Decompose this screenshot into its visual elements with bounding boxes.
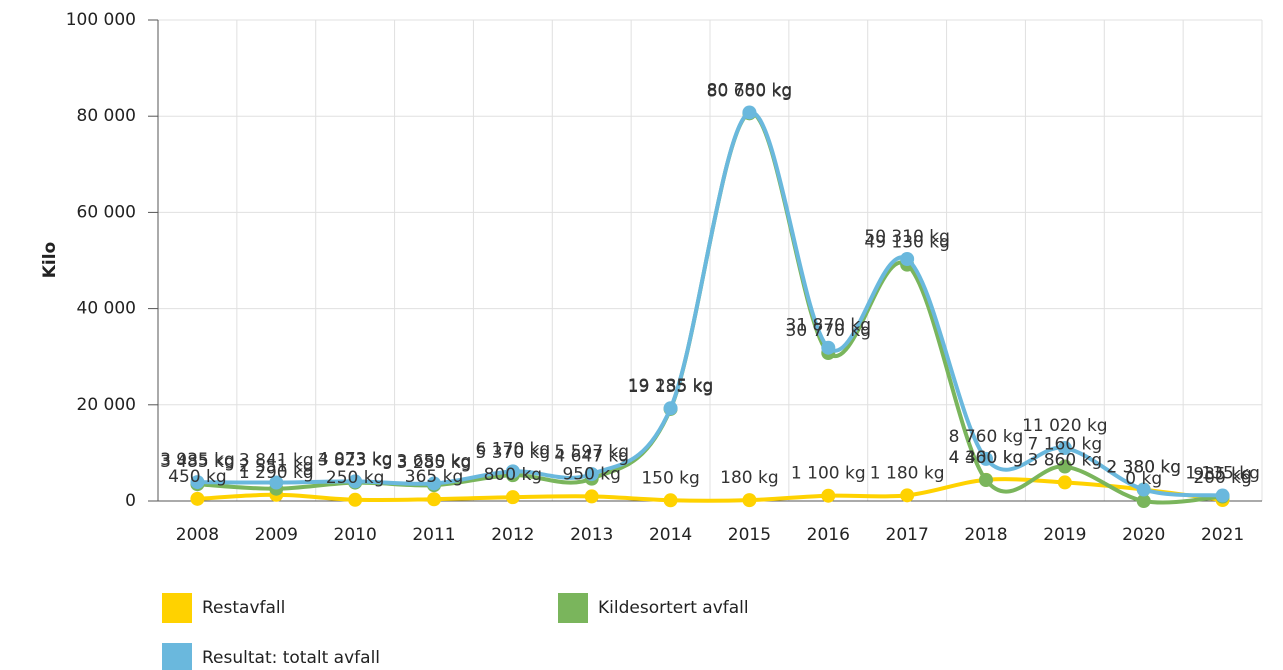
data-label: 1 135 kg: [1185, 464, 1260, 484]
data-label: 49 130 kg: [864, 233, 950, 253]
data-label: 1 290 kg: [239, 463, 314, 483]
data-point: [505, 464, 520, 479]
data-point: [663, 401, 678, 416]
x-tick-label: 2013: [570, 525, 613, 545]
legend-label: Resultat: totalt avfall: [202, 648, 380, 668]
data-point: [190, 491, 205, 506]
data-label: 950 kg: [562, 464, 621, 484]
data-label: 19 135 kg: [628, 377, 714, 397]
data-point: [900, 252, 915, 267]
data-point: [1136, 494, 1151, 508]
data-point: [427, 476, 441, 491]
y-tick-label: 80 000: [77, 106, 136, 126]
data-label: 800 kg: [484, 465, 543, 485]
data-point: [348, 492, 363, 507]
data-label: 4 400 kg: [949, 448, 1024, 468]
data-label: 180 kg: [720, 468, 779, 488]
x-tick-label: 2020: [1122, 525, 1165, 545]
data-point: [1136, 482, 1151, 497]
data-label: 5 370 kg: [475, 443, 550, 463]
data-point: [821, 488, 836, 503]
legend-label: Restavfall: [202, 598, 285, 618]
data-label: 30 770 kg: [786, 321, 872, 341]
x-tick-label: 2019: [1043, 525, 1086, 545]
data-label: 2 380 kg: [1106, 458, 1181, 478]
data-label: 935 kg: [1193, 465, 1252, 485]
data-label: 3 485 kg: [160, 452, 235, 472]
data-point: [427, 492, 441, 507]
data-point: [348, 474, 363, 489]
data-label: 2 551 kg: [239, 457, 314, 477]
y-tick-label: 20 000: [77, 395, 136, 415]
x-tick-label: 2016: [807, 525, 850, 545]
data-label: 200 kg: [1193, 468, 1252, 488]
data-label: 4 360 kg: [949, 448, 1024, 468]
x-tick-label: 2014: [649, 525, 692, 545]
legend-swatch: [162, 593, 192, 623]
x-tick-label: 2009: [255, 525, 298, 545]
data-label: 5 597 kg: [554, 442, 629, 462]
legend-label: Kildesortert avfall: [598, 598, 749, 618]
y-tick-label: 0: [125, 491, 136, 511]
data-label: 2 380 kg: [1106, 458, 1181, 478]
data-label: 1 180 kg: [870, 463, 945, 483]
data-label: 3 823 kg: [318, 451, 393, 471]
data-label: 4 073 kg: [318, 449, 393, 469]
data-point: [742, 105, 757, 120]
data-point: [190, 475, 205, 490]
data-point: [505, 490, 520, 505]
data-label: 150 kg: [641, 468, 700, 488]
x-tick-label: 2015: [728, 525, 771, 545]
data-label: 80 780 kg: [707, 80, 793, 100]
data-label: 1 100 kg: [791, 464, 866, 484]
data-label: 3 285 kg: [397, 453, 472, 473]
data-point: [1057, 440, 1072, 455]
series-line: [197, 477, 1223, 503]
data-label: 3 860 kg: [1027, 450, 1102, 470]
y-tick-label: 60 000: [77, 202, 136, 222]
data-label: 4 647 kg: [554, 447, 629, 467]
data-label: 11 020 kg: [1022, 416, 1108, 436]
data-point: [742, 493, 757, 508]
data-point: [1057, 459, 1072, 474]
x-tick-label: 2010: [334, 525, 377, 545]
data-label: 0 kg: [1125, 469, 1162, 489]
legend-swatch: [558, 593, 588, 623]
y-axis-title: Kilo: [40, 242, 60, 279]
legend-swatch: [162, 643, 192, 670]
data-point: [1057, 475, 1072, 490]
data-label: 7 160 kg: [1027, 435, 1102, 455]
y-tick-label: 100 000: [66, 10, 136, 30]
x-tick-label: 2018: [964, 525, 1007, 545]
data-label: 3 650 kg: [397, 451, 472, 471]
x-tick-label: 2017: [886, 525, 929, 545]
data-label: 3 935 kg: [160, 450, 235, 470]
data-label: 50 310 kg: [864, 227, 950, 247]
x-tick-label: 2008: [176, 525, 219, 545]
data-point: [1215, 488, 1230, 503]
data-label: 19 285 kg: [628, 376, 714, 396]
data-point: [584, 489, 599, 504]
data-point: [584, 467, 599, 482]
data-label: 6 170 kg: [475, 439, 550, 459]
data-label: 80 600 kg: [707, 81, 793, 101]
y-tick-label: 40 000: [77, 299, 136, 319]
data-point: [269, 475, 284, 490]
data-point: [979, 473, 993, 488]
x-tick-label: 2011: [412, 525, 455, 545]
data-point: [900, 488, 915, 503]
data-point: [979, 451, 993, 466]
data-point: [821, 340, 836, 355]
data-label: 31 870 kg: [786, 316, 872, 336]
data-label: 3 841 kg: [239, 451, 314, 471]
x-tick-label: 2021: [1201, 525, 1244, 545]
data-label: 8 760 kg: [949, 427, 1024, 447]
data-label: 450 kg: [168, 467, 227, 487]
x-tick-label: 2012: [491, 525, 534, 545]
data-label: 365 kg: [405, 467, 464, 487]
data-label: 250 kg: [326, 468, 385, 488]
data-point: [663, 493, 678, 508]
